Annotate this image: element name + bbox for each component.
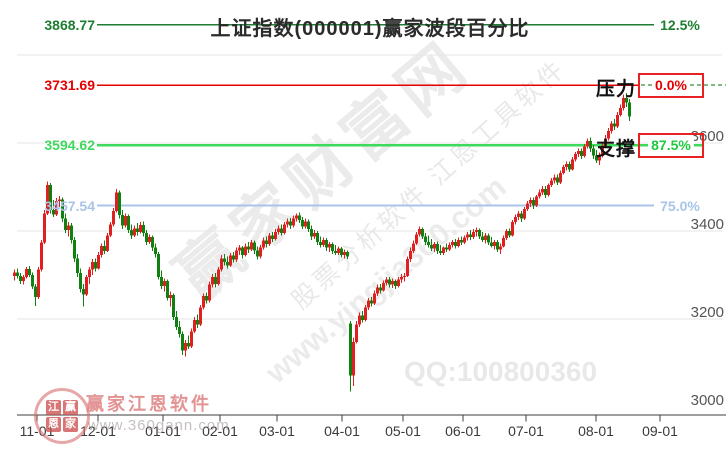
x-axis-label-02-01: 02-01: [202, 423, 238, 439]
x-axis-label-12-01: 12-01: [80, 423, 116, 439]
percent-label-12.5%: 12.5%: [660, 16, 700, 33]
percent-box-0.0%: 0.0%: [638, 73, 704, 99]
percent-box-87.5%: 87.5%: [638, 133, 704, 159]
percent-value: 0.0%: [652, 78, 690, 94]
price-level-label-3868.77: 3868.77: [44, 16, 95, 33]
pressure-tag: 压力: [596, 79, 637, 101]
seal-char: 江: [46, 400, 61, 415]
price-level-label-3457.54: 3457.54: [44, 197, 95, 214]
y-axis-label-3600: 3600: [690, 128, 724, 145]
x-axis-label-07-01: 07-01: [508, 423, 544, 439]
y-axis-label-3400: 3400: [690, 216, 724, 233]
percent-label-75.0%: 75.0%: [660, 197, 700, 214]
seal-char: 恩: [46, 417, 61, 432]
seal-char: 家: [63, 417, 78, 432]
x-axis-label-03-01: 03-01: [259, 423, 295, 439]
support-tag: 支撑: [596, 139, 637, 161]
seal-characters: 江 赢 恩 家: [46, 400, 78, 432]
price-level-label-3731.69: 3731.69: [44, 77, 95, 94]
software-brand-name: 赢家江恩软件: [86, 394, 212, 414]
x-axis-label-06-01: 06-01: [445, 423, 481, 439]
x-axis-label-08-01: 08-01: [578, 423, 614, 439]
x-axis-label-04-01: 04-01: [324, 423, 360, 439]
price-level-label-3594.62: 3594.62: [44, 137, 95, 154]
x-axis-label-09-01: 09-01: [642, 423, 678, 439]
seal-char: 赢: [63, 400, 78, 415]
x-axis-label-01-01: 01-01: [145, 423, 181, 439]
software-brand-url: www.360gann.com: [88, 417, 230, 434]
chart-title: 上证指数(000001)赢家波段百分比: [210, 18, 530, 40]
x-axis-label-05-01: 05-01: [385, 423, 421, 439]
gann-seal-stamp: 江 赢 恩 家: [34, 388, 90, 444]
y-axis-label-3200: 3200: [690, 304, 724, 321]
y-axis-label-3000: 3000: [690, 392, 724, 409]
percent-value: 87.5%: [648, 138, 694, 154]
